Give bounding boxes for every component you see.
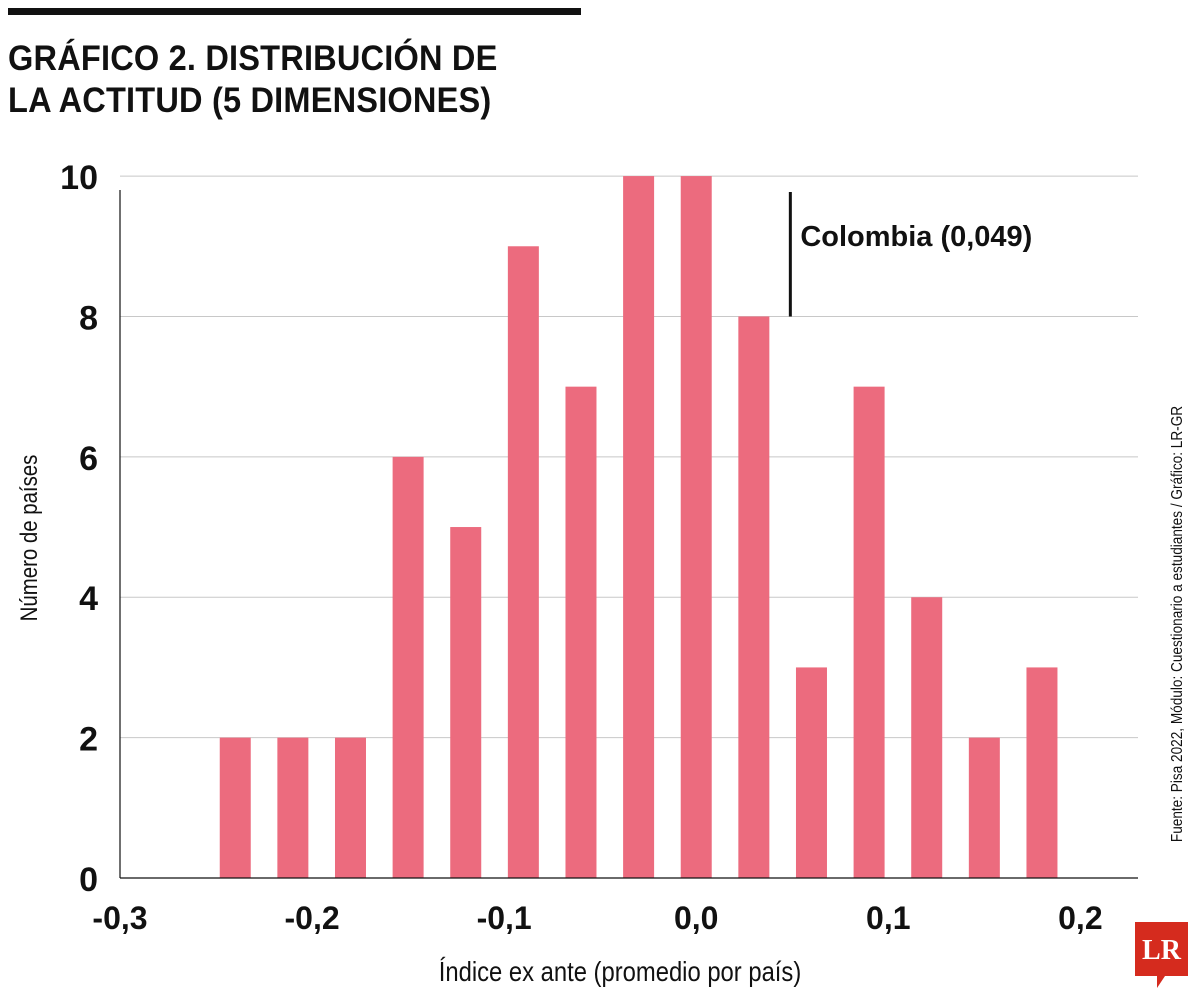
bar-12 [911, 597, 943, 878]
x-tick-label-3: 0,0 [674, 900, 718, 936]
bar-9 [738, 316, 770, 878]
bar-8 [680, 176, 712, 879]
bar-7 [623, 176, 655, 879]
bar-11 [853, 386, 885, 878]
x-tick-label-2: -0,1 [477, 900, 532, 936]
x-axis-label: Índice ex ante (promedio por país) [438, 956, 802, 987]
x-tick-label-5: 0,2 [1058, 900, 1102, 936]
bar-10 [795, 667, 827, 878]
bar-layer [219, 176, 1058, 879]
chart-title-line-2: LA ACTITUD (5 DIMENSIONES) [8, 81, 492, 120]
bar-2 [334, 737, 366, 878]
bar-5 [507, 246, 539, 878]
x-tick-label-0: -0,3 [92, 900, 147, 936]
y-tick-label-0: 0 [79, 861, 98, 899]
bar-13 [968, 737, 1000, 878]
axis-layer [119, 190, 1138, 879]
source-note: Fuente: Pisa 2022, Módulo: Cuestionario … [1169, 405, 1186, 843]
x-tick-label-1: -0,2 [285, 900, 340, 936]
bar-4 [450, 527, 482, 878]
y-tick-label-1: 2 [79, 721, 98, 759]
lr-logo: LR [1135, 922, 1188, 988]
y-axis-label: Número de países [16, 454, 43, 622]
bar-14 [1026, 667, 1058, 878]
y-tick-label-5: 10 [60, 159, 98, 197]
lr-logo-text: LR [1142, 935, 1182, 966]
tick-layer: 0 2 4 6 8 10 -0,3 -0,2 -0,1 0,0 0,1 0,2 [60, 159, 1102, 936]
top-rule [8, 8, 581, 15]
bar-6 [565, 386, 597, 878]
bar-1 [277, 737, 309, 878]
chart-title: GRÁFICO 2. DISTRIBUCIÓN DE LA ACTITUD (5… [8, 38, 566, 122]
y-tick-label-2: 4 [79, 580, 98, 618]
bar-0 [219, 737, 251, 878]
y-tick-label-3: 6 [79, 440, 98, 478]
x-tick-label-4: 0,1 [866, 900, 910, 936]
annotation-layer: Colombia (0,049) [788, 192, 1032, 317]
bar-3 [392, 456, 424, 878]
colombia-annotation-label: Colombia (0,049) [800, 221, 1032, 253]
chart-title-line-1: GRÁFICO 2. DISTRIBUCIÓN DE [8, 39, 498, 78]
y-tick-label-4: 8 [79, 299, 98, 337]
